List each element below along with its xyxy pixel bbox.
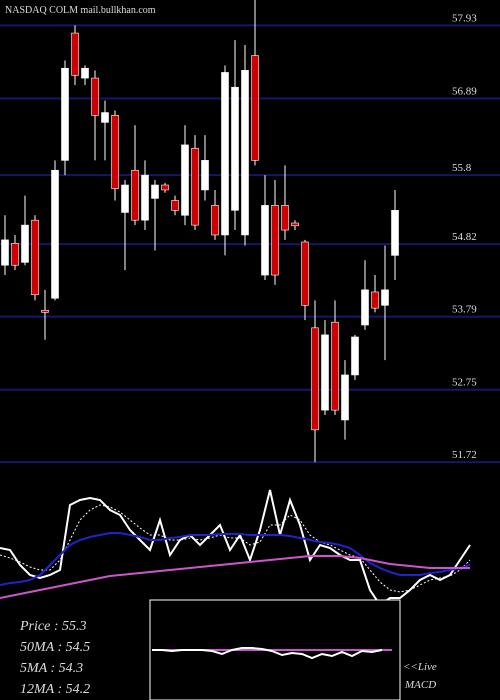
candle-body: [121, 184, 129, 213]
info-5ma: 5MA : 54.3: [20, 661, 83, 676]
candle-body: [71, 32, 79, 76]
candle-body: [201, 160, 209, 191]
candle-body: [1, 239, 9, 266]
candle-body: [191, 148, 199, 226]
candle-body: [381, 289, 389, 306]
candle-body: [91, 77, 99, 116]
candle-body: [341, 374, 349, 421]
candle-body: [41, 309, 49, 313]
info-12ma: 12MA : 54.2: [20, 682, 90, 697]
candles: [1, 0, 399, 463]
candle-body: [221, 72, 229, 236]
y-tick-label: 55.8: [452, 162, 472, 174]
candle-body: [351, 336, 359, 376]
candle-body: [321, 334, 329, 411]
candle-body: [301, 241, 309, 306]
macd-label: MACD: [404, 679, 436, 691]
candle-body: [251, 55, 259, 161]
chart-title: NASDAQ COLM mail.bullkhan.com: [5, 5, 156, 16]
candle-body: [231, 86, 239, 211]
indicator-line: [0, 504, 471, 593]
candle-body: [51, 169, 59, 299]
candle-body: [371, 291, 379, 309]
live-label: <<Live: [403, 661, 437, 673]
candle-body: [101, 112, 109, 123]
candle-body: [131, 169, 139, 221]
macd-panel: [152, 647, 392, 660]
candle-body: [261, 205, 269, 276]
candle-body: [11, 243, 19, 266]
y-tick-label: 57.93: [452, 12, 477, 24]
candle-body: [311, 327, 319, 431]
candle-body: [31, 219, 39, 296]
y-tick-label: 51.72: [452, 449, 477, 461]
candle-body: [111, 115, 119, 189]
y-tick-label: 54.82: [452, 231, 477, 243]
candle-body: [211, 205, 219, 236]
candle-body: [391, 210, 399, 256]
candle-body: [21, 224, 29, 263]
candle-body: [331, 321, 339, 411]
candle-body: [271, 205, 279, 276]
candle-body: [241, 70, 249, 236]
indicator-line: [0, 532, 471, 586]
info-50ma: 50MA : 54.5: [20, 640, 90, 655]
indicator-panel: [0, 489, 471, 607]
candle-body: [61, 67, 69, 161]
y-tick-label: 53.79: [452, 304, 477, 316]
indicator-line: [0, 555, 470, 599]
candle-body: [141, 174, 149, 221]
candle-body: [181, 144, 189, 216]
candle-body: [281, 205, 289, 231]
indicator-line: [0, 489, 471, 607]
y-tick-label: 52.75: [452, 377, 477, 389]
candle-body: [361, 289, 369, 326]
grid: 57.93 56.89 55.8 54.82 53.79 52.75 51.72: [0, 12, 500, 464]
candle-body: [81, 67, 89, 79]
indicator-line: [152, 647, 383, 660]
y-tick-label: 56.89: [452, 85, 477, 97]
info-price: Price : 55.3: [19, 619, 86, 634]
candle-body: [171, 200, 179, 211]
candle-body: [161, 184, 169, 191]
candle-body: [291, 222, 299, 227]
candle-body: [151, 184, 159, 199]
